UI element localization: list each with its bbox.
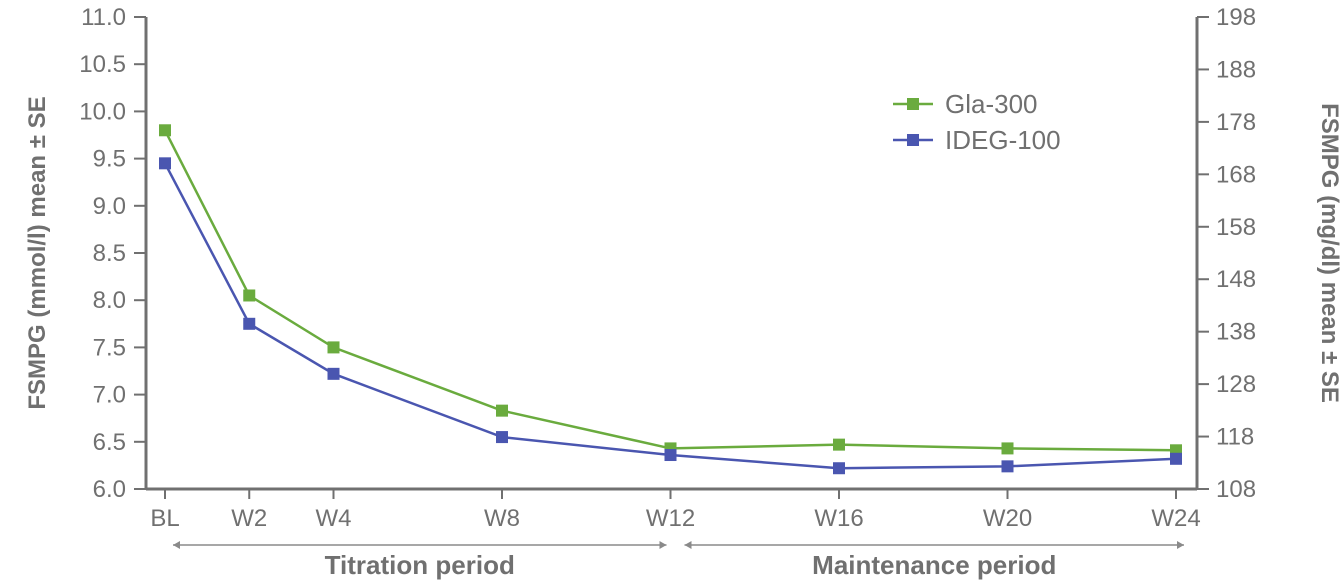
y-left-tick-label: 8.0 bbox=[93, 287, 126, 314]
period-arrowhead-left bbox=[173, 541, 180, 549]
data-point-ideg100 bbox=[664, 449, 677, 462]
period-label: Maintenance period bbox=[812, 550, 1056, 580]
data-point-ideg100 bbox=[833, 462, 845, 475]
x-tick-label: W20 bbox=[983, 505, 1032, 532]
legend-label-ideg100: IDEG-100 bbox=[945, 125, 1061, 155]
period-annotations: Titration period Maintenance period bbox=[173, 541, 1184, 580]
data-point-ideg100 bbox=[159, 157, 171, 170]
y-axis-title-left: FSMPG (mmol/l) mean ± SE bbox=[24, 96, 51, 409]
legend-label-gla300: Gla-300 bbox=[945, 89, 1038, 119]
y-axis-title-right: FSMPG (mg/dl) mean ± SE bbox=[1316, 103, 1343, 403]
y-right-tick-label: 178 bbox=[1216, 109, 1256, 136]
y-left-tick-label: 10.0 bbox=[79, 98, 126, 125]
data-point-gla300 bbox=[327, 341, 340, 354]
y-left-tick-label: 9.5 bbox=[93, 146, 126, 173]
y-right-tick-label: 198 bbox=[1216, 4, 1256, 31]
data-point-ideg100 bbox=[243, 317, 256, 330]
axes-group: 6.0 6.5 7.0 7.5 8.0 8.5 9.0 9.5 10.0 10.5 11.0 108 1… bbox=[79, 4, 1256, 532]
data-point-ideg100 bbox=[1001, 460, 1014, 473]
x-tick-label: W4 bbox=[316, 505, 352, 532]
y-left-tick-label: 7.0 bbox=[93, 382, 126, 409]
data-point-ideg100 bbox=[1170, 452, 1182, 465]
period-label: Titration period bbox=[325, 550, 515, 580]
y-left-tick-label: 8.5 bbox=[93, 240, 126, 267]
series-line-ideg100 bbox=[163, 162, 1177, 470]
y-right-tick-label: 168 bbox=[1216, 161, 1256, 188]
x-tick-label: W2 bbox=[231, 505, 267, 532]
y-right-tick-label: 128 bbox=[1216, 371, 1256, 398]
x-tick-label: W16 bbox=[814, 505, 863, 532]
data-point-gla300 bbox=[496, 404, 508, 417]
data-point-gla300 bbox=[159, 124, 171, 137]
y-right-tick-label: 188 bbox=[1216, 56, 1256, 83]
legend-marker-ideg100 bbox=[907, 134, 919, 146]
x-tick-label: W24 bbox=[1151, 505, 1200, 532]
series-lines-group bbox=[163, 129, 1177, 470]
y-left-tick-label: 7.5 bbox=[93, 334, 126, 361]
y-right-tick-label: 138 bbox=[1216, 319, 1256, 346]
data-point-ideg100 bbox=[327, 367, 340, 380]
y-right-tick-label: 148 bbox=[1216, 266, 1256, 293]
legend-marker-gla300 bbox=[907, 98, 919, 110]
y-left-tick-label: 6.0 bbox=[93, 476, 126, 503]
y-left-tick-label: 11.0 bbox=[81, 4, 126, 31]
x-tick-label: W12 bbox=[646, 505, 695, 532]
y-right-tick-label: 158 bbox=[1216, 214, 1256, 241]
period-arrowhead-left bbox=[684, 541, 692, 549]
y-left-tick-label: 6.5 bbox=[93, 429, 126, 456]
legend: Gla-300 IDEG-100 bbox=[893, 89, 1061, 155]
y-left-tick-label: 10.5 bbox=[79, 51, 126, 78]
period-arrowhead-right bbox=[659, 541, 667, 549]
period-arrowhead-right bbox=[1177, 541, 1184, 549]
y-right-tick-label: 118 bbox=[1216, 424, 1254, 451]
series-line-gla300 bbox=[163, 129, 1177, 452]
x-tick-label: BL bbox=[150, 505, 179, 532]
x-tick-label: W8 bbox=[484, 505, 520, 532]
y-right-tick-label: 108 bbox=[1216, 476, 1256, 503]
data-point-ideg100 bbox=[496, 431, 508, 444]
y-left-tick-label: 9.0 bbox=[93, 193, 126, 220]
series-markers-group bbox=[159, 124, 1182, 475]
data-point-gla300 bbox=[833, 438, 845, 451]
data-point-gla300 bbox=[1001, 442, 1014, 455]
data-point-gla300 bbox=[243, 289, 256, 302]
